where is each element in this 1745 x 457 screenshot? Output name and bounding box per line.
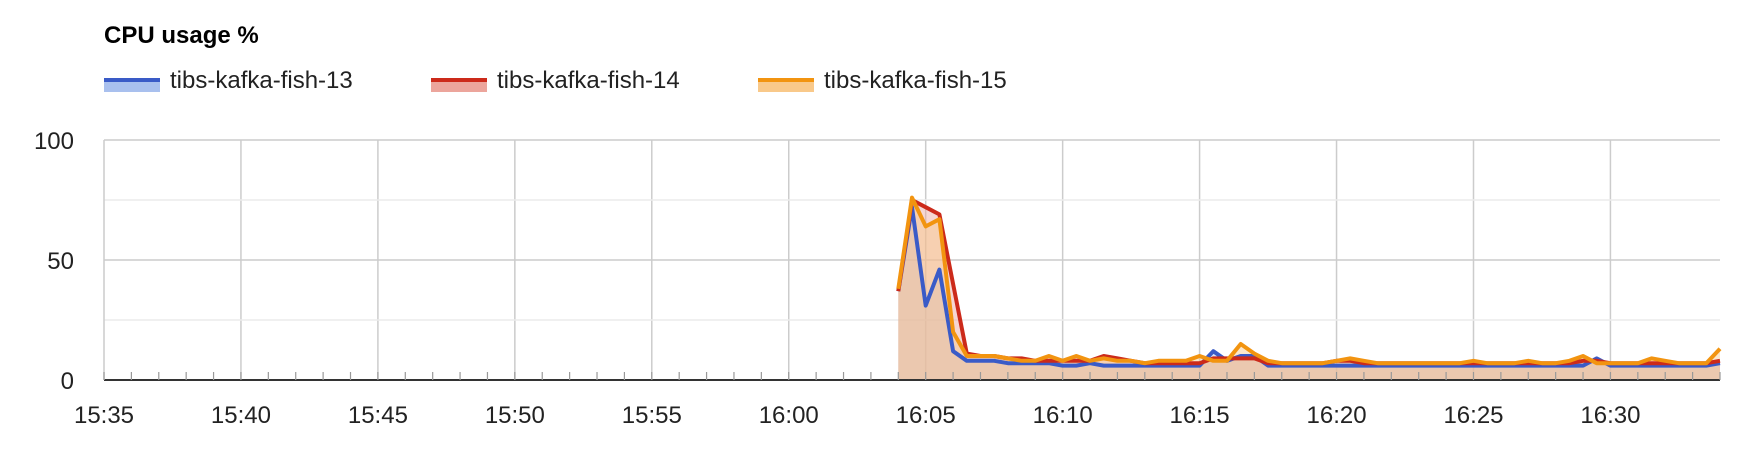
legend-swatch-fill xyxy=(431,80,487,92)
legend-label: tibs-kafka-fish-14 xyxy=(497,67,680,94)
x-tick-label: 16:25 xyxy=(1443,402,1503,429)
series-lines xyxy=(896,195,1722,368)
area-tibs-kafka-fish-15 xyxy=(898,197,1720,380)
x-tick-label: 16:00 xyxy=(759,402,819,429)
legend-item-tibs-kafka-fish-13[interactable]: tibs-kafka-fish-13 xyxy=(104,67,353,94)
x-tick-label: 15:40 xyxy=(211,402,271,429)
y-tick-label: 100 xyxy=(34,128,74,155)
chart-title: CPU usage % xyxy=(104,22,259,49)
x-tick-label: 15:45 xyxy=(348,402,408,429)
area-tibs-kafka-fish-13 xyxy=(898,207,1720,380)
line-tibs-kafka-fish-15 xyxy=(896,195,1722,366)
y-tick-label: 50 xyxy=(47,248,74,275)
line-tibs-kafka-fish-13 xyxy=(896,205,1721,368)
x-tick-label: 16:20 xyxy=(1307,402,1367,429)
y-tick-label: 0 xyxy=(61,368,74,395)
x-tick-label: 15:55 xyxy=(622,402,682,429)
area-tibs-kafka-fish-14 xyxy=(898,200,1720,380)
legend-swatch-fill xyxy=(104,80,160,92)
axes xyxy=(103,140,1721,381)
series-areas xyxy=(898,197,1720,380)
x-tick-label: 16:05 xyxy=(896,402,956,429)
x-axis: 15:35 15:40 15:45 15:50 15:55 16:00 16:05 16:10… xyxy=(74,402,1641,429)
legend-label: tibs-kafka-fish-15 xyxy=(824,67,1007,94)
x-tick-label: 15:35 xyxy=(74,402,134,429)
x-tick-label: 16:30 xyxy=(1580,402,1640,429)
x-tick-label: 16:10 xyxy=(1033,402,1093,429)
y-axis: 0 50 100 xyxy=(34,128,74,395)
line-tibs-kafka-fish-14 xyxy=(896,198,1721,366)
legend-swatch-fill xyxy=(758,80,814,92)
legend-item-tibs-kafka-fish-15[interactable]: tibs-kafka-fish-15 xyxy=(758,67,1007,94)
legend: tibs-kafka-fish-13 tibs-kafka-fish-14 tibs… xyxy=(104,67,1007,94)
legend-item-tibs-kafka-fish-14[interactable]: tibs-kafka-fish-14 xyxy=(431,67,680,94)
legend-label: tibs-kafka-fish-13 xyxy=(170,67,353,94)
x-tick-label: 16:15 xyxy=(1170,402,1230,429)
x-tick-label: 15:50 xyxy=(485,402,545,429)
